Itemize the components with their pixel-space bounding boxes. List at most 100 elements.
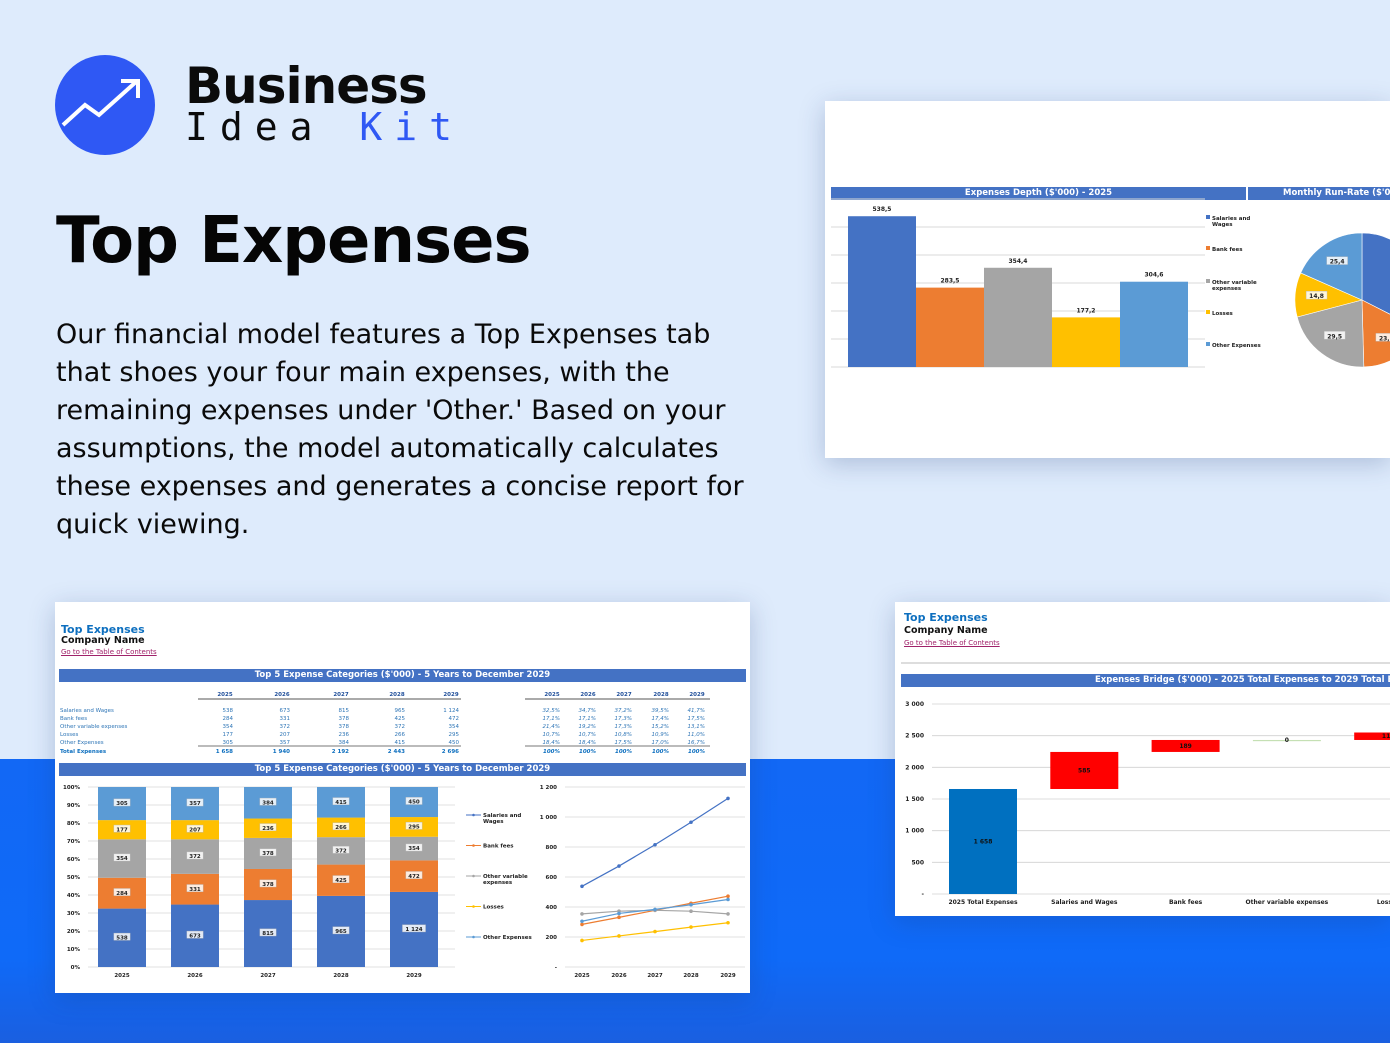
line-series-0 [581,797,729,887]
pie-slice-0 [1361,232,1390,315]
table-pct-cell: 18,4% [579,740,596,746]
table-pct-year-header: 2026 [580,692,595,698]
legend-marker [472,874,475,878]
table-row-label: Losses [60,732,78,738]
table-cell: 372 [280,724,291,730]
segment-label-box [405,797,423,805]
y-tick-label: 600 [546,875,558,881]
bridge-bar-label: 189 [1179,743,1192,750]
bar-label: 177,2 [1077,307,1096,314]
segment-label-box [186,884,204,892]
x-tick-label: 2025 [574,973,589,979]
table-cell: 450 [449,740,460,746]
table-pct-cell: 21,4% [543,724,560,730]
segment-label-box [186,930,204,939]
table-pct-cell: 17,3% [615,716,632,722]
line-point [653,842,657,847]
logo-text-business: Business [185,57,428,115]
bridge-bar-label: 1 658 [974,838,993,845]
toc-link[interactable]: Go to the Table of Contents [61,648,157,656]
segment-label: 472 [408,874,420,880]
x-tick-label: 2029 [720,973,735,979]
table-cell: 965 [395,708,406,714]
table-row-label: Salaries and Wages [60,708,114,714]
pie-slice-4 [1300,232,1363,301]
sheet-title: Top Expenses [904,611,988,624]
table-row-label: Other variable expenses [60,724,127,730]
segment-label: 965 [335,929,347,935]
table-pct-cell: 17,5% [615,740,632,746]
divider [901,662,1390,664]
table-header-band: Top 5 Expense Categories ($'000) - 5 Yea… [59,669,746,682]
segment-label-box [405,843,423,852]
segment-label: 415 [335,800,347,806]
y-tick-label: 1 000 [540,815,557,821]
table-cell: 673 [280,708,291,714]
table-cell: 305 [223,740,234,746]
legend-label: Bank fees [483,844,514,850]
table-pct-cell: 17,3% [615,724,632,730]
table-cell: 266 [395,732,406,738]
table-cell: 384 [339,740,350,746]
y-tick-label: 2 000 [905,764,924,771]
line-point [580,912,584,916]
y-tick-label: 400 [546,905,558,911]
table-year-header: 2028 [389,692,404,698]
bar-4 [1120,281,1188,367]
table-pct-cell: 39,5% [652,708,669,714]
segment-label-box [186,851,204,860]
legend-label: Wages [483,819,504,825]
table-total-cell: 1 940 [273,749,290,755]
pie-label: 25,4 [1330,259,1345,266]
table-cell: 177 [223,732,234,738]
line-point [689,925,693,929]
table-cell: 415 [395,740,406,746]
table-cell: 284 [223,716,234,722]
table-pct-cell: 17,1% [579,716,596,722]
bridge-bar-label: 118 [1382,733,1390,740]
bar-label: 538,5 [873,206,892,213]
table-pct-cell: 17,1% [543,716,560,722]
segment-label: 236 [262,826,274,832]
line-point [617,911,621,916]
bar-2 [984,267,1052,367]
legend-marker [472,813,475,817]
toc-link[interactable]: Go to the Table of Contents [904,639,1000,647]
x-tick-label: 2028 [333,973,348,979]
x-tick-label: 2025 [114,973,129,979]
legend-marker [472,935,475,939]
table-cell: 372 [395,724,406,730]
y-tick-label: 70% [67,839,81,845]
segment-label-box [332,926,350,935]
bar-3 [1052,317,1120,367]
segment-label: 450 [408,800,420,806]
table-cell: 378 [339,724,350,730]
sheet-title: Top Expenses [61,623,145,636]
table-pct-cell: 10,7% [543,732,560,738]
table-pct-cell: 17,0% [652,740,669,746]
line-point [653,907,657,912]
top-expenses-table-panel: Top Expenses Company Name Go to the Tabl… [55,602,750,993]
segment-label: 207 [189,827,201,833]
table-pct-cell: 41,7% [688,708,705,714]
y-tick-label: - [555,965,557,971]
table-pct-cell: 32,5% [543,708,560,714]
y-tick-label: 40% [67,893,81,899]
segment-label-box [186,798,204,807]
y-tick-label: 1 500 [905,796,924,803]
pie-label-box [1375,333,1390,342]
segment-label: 1 124 [405,927,422,933]
y-tick-label: 20% [67,929,81,935]
expenses-depth-panel: Expenses Depth ($'000) - 2025 Monthly Ru… [825,101,1390,458]
pie-label-box [1305,291,1328,300]
line-point [726,796,730,801]
table-pct-year-header: 2028 [653,692,668,698]
line-point [726,912,730,916]
segment-label-box [402,924,426,933]
logo-text-idea-kit: Idea Kit [185,105,464,149]
segment-label-box [186,824,204,833]
segment-label-box [259,928,277,937]
legend-label: Other Expenses [483,935,532,941]
legend-label: expenses [483,880,513,886]
segment-label-box [113,853,131,862]
